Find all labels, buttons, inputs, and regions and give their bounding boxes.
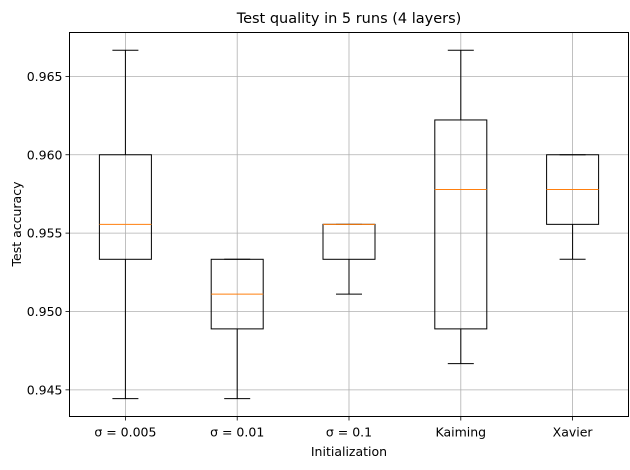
x-tick-label: σ = 0.01 (210, 425, 264, 440)
box-body (98, 154, 152, 260)
y-axis-ticks: 0.945 0.950 0.955 0.960 0.965 (27, 69, 70, 397)
y-tick-label: 0.955 (27, 226, 63, 241)
box-0 (98, 49, 152, 400)
x-tick-label: Kaiming (435, 425, 486, 440)
chart-title: Test quality in 5 runs (4 layers) (236, 11, 462, 27)
x-axis-label: Initialization (311, 444, 387, 459)
y-tick-label: 0.960 (27, 147, 63, 162)
y-tick-label: 0.950 (27, 304, 63, 319)
box-3 (434, 49, 488, 365)
box-1 (210, 258, 264, 400)
y-axis-label: Test accuracy (9, 181, 24, 268)
y-tick-label: 0.945 (27, 382, 63, 397)
plot-frame (69, 32, 629, 417)
box-4 (546, 154, 600, 260)
box-body (434, 119, 488, 330)
boxes (98, 49, 600, 400)
box-2 (322, 223, 376, 295)
x-tick-label: σ = 0.1 (326, 425, 372, 440)
x-axis-ticks: σ = 0.005 σ = 0.01 σ = 0.1 Kaiming Xavier (94, 416, 594, 440)
y-tick-label: 0.965 (27, 69, 63, 84)
x-tick-label: Xavier (553, 425, 594, 440)
x-tick-label: σ = 0.005 (94, 425, 156, 440)
